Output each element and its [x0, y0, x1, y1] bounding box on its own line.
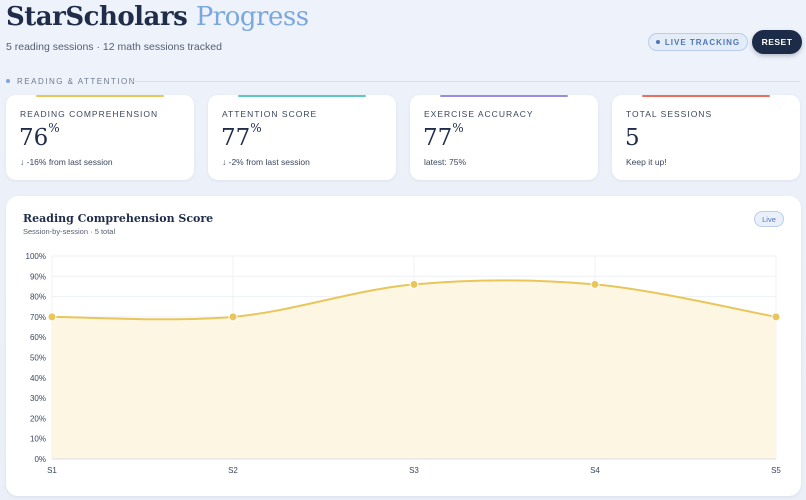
x-tick-label: S1: [47, 466, 57, 475]
card-accent-line: [440, 95, 568, 97]
y-tick-label: 80%: [30, 293, 46, 302]
stat-card-attention: ATTENTION SCORE 77% ↓ -2% from last sess…: [208, 95, 396, 180]
stat-value-number: 77: [423, 125, 453, 151]
stat-value-number: 5: [625, 125, 640, 151]
stat-card-label: READING COMPREHENSION: [20, 109, 159, 119]
section-divider: [132, 81, 800, 82]
stat-card-note: ↓ -2% from last session: [222, 157, 310, 167]
chart-subtitle: Session-by-session · 5 total: [23, 227, 116, 236]
y-tick-label: 90%: [30, 272, 46, 281]
live-tracking-label: LIVE TRACKING: [664, 37, 741, 47]
series-area-fill: [52, 280, 776, 459]
y-tick-label: 60%: [30, 333, 46, 342]
data-point: [590, 279, 600, 289]
x-tick-label: S4: [590, 466, 600, 475]
data-point: [47, 312, 57, 322]
y-tick-label: 20%: [30, 414, 46, 423]
stat-card-value: 76%: [19, 121, 60, 151]
title-accent: Progress: [195, 2, 309, 32]
stat-card-value: 5: [625, 125, 640, 151]
y-tick-label: 70%: [30, 313, 46, 322]
x-tick-label: S5: [771, 466, 781, 475]
stat-card-note: Keep it up!: [626, 157, 667, 167]
stat-card-sessions: TOTAL SESSIONS 5 Keep it up!: [612, 95, 800, 180]
reset-button[interactable]: RESET: [752, 30, 802, 54]
stat-card-value: 77%: [221, 121, 262, 151]
y-tick-label: 40%: [30, 374, 46, 383]
data-point: [409, 279, 419, 289]
stat-value-number: 76: [19, 125, 49, 151]
title-main: StarScholars: [6, 2, 188, 32]
section-heading: READING & ATTENTION: [6, 76, 136, 86]
y-tick-label: 100%: [26, 252, 46, 261]
section-dot-icon: [6, 79, 10, 83]
section-heading-label: READING & ATTENTION: [17, 76, 137, 86]
stat-value-unit: %: [250, 121, 262, 136]
stat-card-label: ATTENTION SCORE: [222, 109, 318, 119]
y-tick-label: 50%: [30, 354, 46, 363]
x-tick-label: S2: [228, 466, 238, 475]
stat-card-note: latest: 75%: [424, 157, 467, 167]
card-accent-line: [36, 95, 164, 97]
live-tracking-badge[interactable]: LIVE TRACKING: [648, 33, 748, 51]
line-chart: 0% 10% 20% 30% 40% 50% 60% 70% 80% 90% 100% S1 S2 S3 S…: [26, 252, 782, 475]
chart-panel: Reading Comprehension Score Session-by-s…: [6, 196, 801, 496]
y-tick-label: 30%: [30, 394, 46, 403]
y-tick-label: 10%: [30, 435, 46, 444]
stat-value-number: 77: [221, 125, 251, 151]
x-tick-label: S3: [409, 466, 419, 475]
stat-value-unit: %: [452, 121, 464, 136]
card-accent-line: [642, 95, 770, 97]
stat-value-unit: %: [48, 121, 60, 136]
page-subtitle: 5 reading sessions · 12 math sessions tr…: [6, 41, 222, 53]
stat-card-note: ↓ -16% from last session: [20, 157, 113, 167]
chart-live-badge: Live: [754, 211, 784, 227]
page-title: StarScholars Progress: [6, 2, 309, 32]
stat-card-accuracy: EXERCISE ACCURACY 77% latest: 75%: [410, 95, 598, 180]
chart-title: Reading Comprehension Score: [23, 212, 214, 225]
card-accent-line: [238, 95, 366, 97]
data-point: [771, 312, 781, 322]
stat-card-reading: READING COMPREHENSION 76% ↓ -16% from la…: [6, 95, 194, 180]
stat-card-label: TOTAL SESSIONS: [626, 109, 713, 119]
stat-card-value: 77%: [423, 121, 464, 151]
y-tick-label: 0%: [34, 455, 46, 464]
page-header: StarScholars Progress 5 reading sessions…: [6, 0, 806, 80]
live-dot-icon: [655, 40, 660, 44]
stat-card-label: EXERCISE ACCURACY: [424, 109, 534, 119]
data-point: [228, 312, 238, 322]
